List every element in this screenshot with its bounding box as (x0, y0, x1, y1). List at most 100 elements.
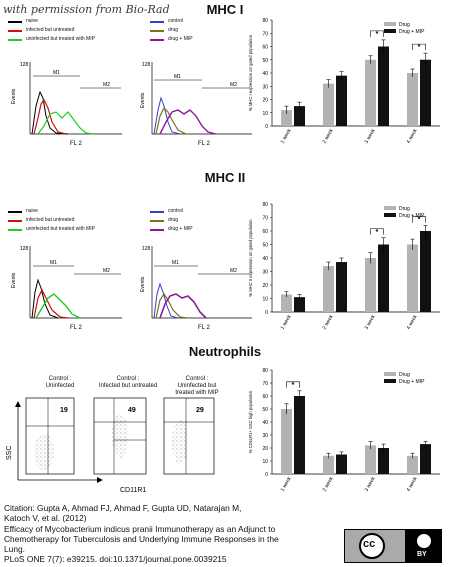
bar (420, 59, 431, 126)
gate-m1-label: M1 (172, 260, 179, 266)
y-tick-label: 50 (262, 58, 268, 64)
legend-swatch (150, 20, 164, 23)
legend-swatch (8, 20, 22, 23)
y-tick-label: 10 (262, 297, 268, 303)
facs-panel-title-uninfected: Control : Uninfected (28, 376, 92, 390)
legend-label: control (168, 18, 184, 24)
histogram-curve-mip (35, 293, 81, 319)
citation-line: PLoS ONE 7(7): e39215. doi:10.1371/journ… (4, 554, 227, 565)
bar (281, 294, 292, 312)
significance-star: * (376, 31, 379, 38)
y-max-label: 128 (20, 62, 29, 68)
x-tick-label: 3 week (364, 314, 377, 331)
legend-label: Drug (399, 22, 410, 28)
legend-swatch (384, 206, 396, 210)
y-tick-label: 30 (262, 270, 268, 276)
x-tick-label: 3 week (364, 128, 377, 145)
y-tick-label: 40 (262, 256, 268, 262)
y-tick-label: 80 (262, 368, 268, 374)
legend-entry: control (150, 207, 193, 216)
significance-bracket (286, 381, 300, 388)
y-axis-label: % CD11R1+ SSC high population (248, 390, 253, 453)
x-axis-label: FL 2 (70, 141, 82, 147)
legend-swatch (8, 29, 22, 32)
facs-title-line: Control : (48, 376, 72, 382)
bar (323, 266, 334, 312)
legend-label: naive (26, 18, 38, 24)
histogram-mhc2-right: 128 Events FL 2 M1 M2 (140, 246, 252, 331)
y-axis-label: Events (11, 272, 17, 288)
y-tick-label: 20 (262, 98, 268, 104)
bar (365, 445, 376, 474)
legend-entry: drug (150, 26, 193, 35)
bar (378, 448, 389, 474)
y-tick-label: 30 (262, 84, 268, 90)
x-tick-label: 1 week (280, 128, 293, 145)
histogram-curve-naive (31, 90, 69, 135)
legend-label: control (168, 208, 184, 214)
histogram-curve-naive (31, 278, 59, 319)
x-tick-label: 4 week (406, 128, 419, 145)
gate-m2-label: M2 (103, 82, 110, 88)
legend-swatch (8, 210, 22, 213)
facs-cell-cloud (34, 434, 54, 470)
legend-entry: uninfected but treated with MIP (8, 225, 95, 234)
facs-title-line: Infected but untreated (98, 383, 158, 389)
y-tick-label: 60 (262, 394, 268, 400)
y-tick-label: 70 (262, 216, 268, 222)
facs-value: 29 (196, 407, 204, 414)
legend-left-mhc2: naive infected but untreated uninfected … (8, 207, 95, 234)
bar (323, 455, 334, 474)
bar (336, 262, 347, 312)
histogram-curve-drug (155, 106, 187, 135)
legend-swatch (384, 379, 396, 383)
y-tick-label: 60 (262, 45, 268, 51)
person-icon (415, 532, 433, 550)
y-axis-label: Events (140, 92, 146, 108)
legend-label: uninfected but treated with MIP (26, 226, 95, 232)
significance-bracket (370, 30, 384, 37)
legend-label: Drug + MIP (399, 29, 425, 35)
y-axis-label: Events (11, 88, 17, 104)
significance-star: * (292, 382, 295, 389)
y-tick-label: 80 (262, 202, 268, 208)
y-tick-label: 70 (262, 31, 268, 37)
legend-label: drug + MIP (168, 226, 193, 232)
y-tick-label: 60 (262, 229, 268, 235)
legend-label: Drug + MIP (399, 213, 425, 219)
facs-title-line: Uninfected (45, 383, 75, 389)
bar (407, 455, 418, 474)
legend-swatch (8, 38, 22, 41)
bar (378, 244, 389, 312)
y-tick-label: 0 (265, 472, 268, 478)
y-tick-label: 40 (262, 71, 268, 77)
cd11r1-axis-label: CD11R1 (120, 487, 146, 494)
section-title-mhc2: MHC II (204, 170, 246, 185)
y-tick-label: 50 (262, 407, 268, 413)
legend-swatch (384, 29, 396, 33)
legend-right-mhc1: control drug drug + MIP (150, 17, 193, 44)
facs-panel-uninfected: 19 (25, 397, 75, 475)
citation-line: Lung. (4, 544, 25, 555)
x-axis-label: FL 2 (70, 325, 82, 331)
legend-left-mhc1: naive infected but untreated uninfected … (8, 17, 95, 44)
y-tick-label: 50 (262, 243, 268, 249)
legend-entry: control (150, 17, 193, 26)
x-axis-label: FL 2 (198, 141, 210, 147)
bar (420, 444, 431, 474)
legend-entry: drug + MIP (150, 225, 193, 234)
histogram-mhc1-left: 128 Events FL 2 M1 M2 (11, 62, 122, 147)
legend-entry: drug + MIP (150, 35, 193, 44)
histogram-curve-infected (33, 288, 69, 319)
y-tick-label: 20 (262, 283, 268, 289)
legend-swatch (8, 219, 22, 222)
cc-by-license-badge[interactable]: cc BY (344, 529, 442, 563)
facs-title-line: Control : (116, 376, 140, 382)
x-tick-label: 1 week (280, 476, 293, 493)
ssc-axis-label: SSC (6, 446, 13, 460)
legend-right-mhc2: control drug drug + MIP (150, 207, 193, 234)
y-axis-label: % MHC II expression on gated population (248, 219, 253, 297)
legend-entry: infected but untreated (8, 216, 95, 225)
y-axis-label: % MHC I expression on gated population (248, 34, 253, 111)
citation-line: Citation: Gupta A, Ahmad FJ, Ahmad F, Gu… (4, 503, 242, 513)
